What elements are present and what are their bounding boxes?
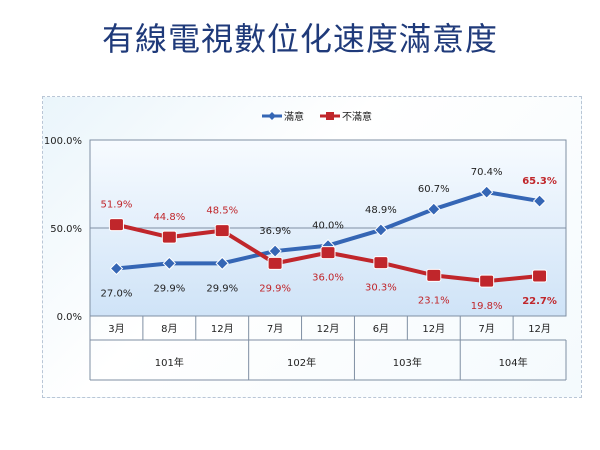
- x-tick-label: 7月: [478, 323, 494, 335]
- data-point-dissatisfied: [214, 224, 230, 238]
- x-tick-label: 7月: [267, 323, 283, 335]
- y-tick-label: 50.0%: [50, 224, 82, 235]
- legend-marker: [326, 112, 334, 120]
- data-label-satisfied: 70.4%: [471, 167, 503, 178]
- data-point-dissatisfied: [479, 274, 495, 288]
- data-label-dissatisfied: 29.9%: [259, 283, 291, 294]
- x-tick-label: 12月: [211, 323, 234, 335]
- data-point-dissatisfied: [373, 256, 389, 270]
- x-tick-label: 6月: [373, 323, 389, 335]
- data-point-satisfied: [532, 194, 547, 208]
- x-group-label: 103年: [393, 356, 422, 369]
- data-label-dissatisfied: 51.9%: [101, 200, 133, 211]
- y-tick-label: 100.0%: [44, 136, 82, 147]
- x-group-label: 104年: [499, 356, 528, 369]
- slide-title: 有線電視數位化速度滿意度: [101, 20, 498, 58]
- x-tick-label: 12月: [317, 323, 340, 335]
- data-label-satisfied: 27.0%: [101, 288, 133, 299]
- data-label-satisfied: 40.0%: [312, 221, 344, 232]
- data-point-satisfied: [427, 202, 441, 216]
- x-tick-label: 3月: [108, 323, 124, 335]
- legend-label: 滿意: [284, 110, 304, 123]
- data-label-dissatisfied: 36.0%: [312, 273, 344, 284]
- x-tick-label: 12月: [422, 323, 445, 335]
- data-point-dissatisfied: [532, 269, 548, 283]
- data-label-dissatisfied: 48.5%: [206, 206, 238, 217]
- data-label-dissatisfied: 22.7%: [522, 296, 557, 307]
- data-point-dissatisfied: [320, 246, 336, 260]
- data-point-satisfied: [162, 256, 177, 271]
- data-label-satisfied: 36.9%: [259, 226, 291, 237]
- data-label-satisfied: 65.3%: [522, 176, 557, 187]
- data-label-dissatisfied: 23.1%: [418, 295, 450, 306]
- data-point-satisfied: [374, 223, 388, 237]
- data-label-satisfied: 29.9%: [206, 283, 238, 294]
- data-label-satisfied: 60.7%: [418, 184, 450, 195]
- y-tick-label: 0.0%: [57, 312, 82, 323]
- data-point-satisfied: [215, 256, 229, 271]
- legend-label: 不滿意: [342, 110, 372, 123]
- data-point-satisfied: [479, 185, 494, 199]
- data-label-satisfied: 29.9%: [153, 283, 185, 294]
- x-tick-label: 8月: [161, 323, 177, 335]
- data-point-dissatisfied: [426, 268, 442, 282]
- data-point-satisfied: [109, 261, 124, 276]
- data-label-dissatisfied: 19.8%: [471, 301, 503, 312]
- data-point-dissatisfied: [108, 218, 124, 232]
- data-label-dissatisfied: 30.3%: [365, 283, 397, 294]
- data-point-dissatisfied: [161, 230, 177, 244]
- data-label-dissatisfied: 44.8%: [153, 212, 185, 223]
- data-label-satisfied: 48.9%: [365, 205, 397, 216]
- data-point-dissatisfied: [267, 256, 283, 270]
- legend-marker: [268, 112, 276, 120]
- x-tick-label: 12月: [528, 323, 551, 335]
- x-group-label: 101年: [155, 356, 184, 369]
- x-group-label: 102年: [287, 356, 316, 369]
